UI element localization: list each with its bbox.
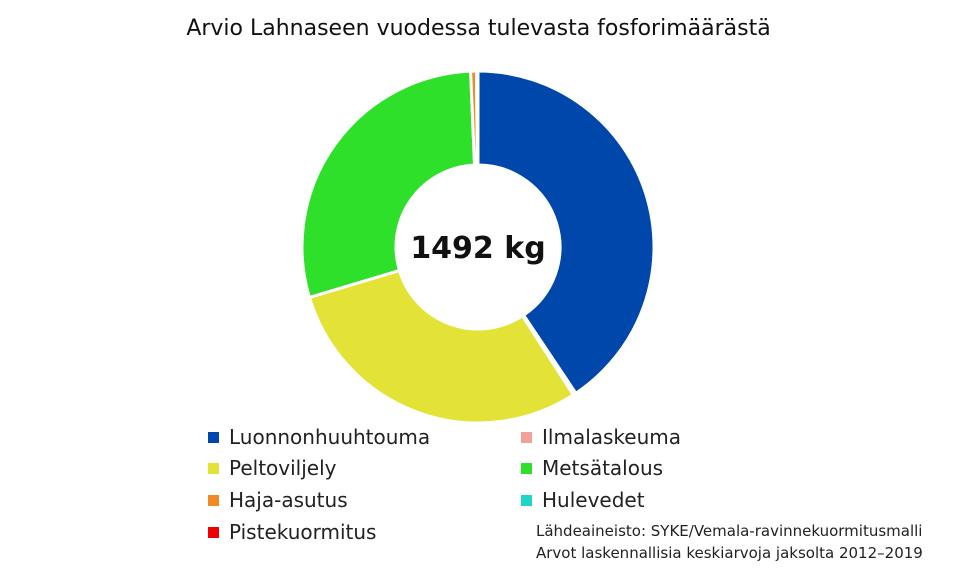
slice-mets-talous: [300, 69, 477, 300]
legend-swatch: [208, 494, 219, 506]
legend-swatch: [521, 494, 532, 506]
source-note: Lähdeaineisto: SYKE/Vemala-ravinnekuormi…: [536, 520, 923, 564]
center-total-label: 1492 kg: [410, 231, 545, 266]
legend-swatch: [208, 526, 219, 538]
legend-swatch: [208, 431, 219, 443]
legend-item-haja-asutus: Haja-asutus: [208, 488, 348, 512]
legend-item-ilmalaskeuma: Ilmalaskeuma: [521, 425, 681, 449]
source-line: Lähdeaineisto: SYKE/Vemala-ravinnekuormi…: [536, 522, 923, 540]
legend-swatch: [521, 462, 532, 474]
legend-item-hulevedet: Hulevedet: [521, 488, 645, 512]
legend-label: Hulevedet: [542, 488, 645, 512]
legend-item-peltoviljely: Peltoviljely: [208, 456, 337, 480]
legend-item-luonnonhuuhtouma: Luonnonhuuhtouma: [208, 425, 430, 449]
chart-title: Arvio Lahnaseen vuodessa tulevasta fosfo…: [186, 16, 771, 41]
legend-item-pistekuormitus: Pistekuormitus: [208, 520, 376, 544]
legend-swatch: [521, 431, 532, 443]
legend-label: Pistekuormitus: [229, 520, 377, 544]
legend-swatch: [208, 462, 219, 474]
slice-peltoviljely: [307, 268, 576, 425]
legend-label: Peltoviljely: [229, 456, 337, 480]
slice-pistekuormitus: [475, 69, 480, 167]
slice-luonnonhuuhtouma: [476, 69, 656, 396]
legend-label: Metsätalous: [542, 456, 664, 480]
legend-label: Luonnonhuuhtouma: [229, 425, 431, 449]
legend-item-metsatalous: Metsätalous: [521, 456, 663, 480]
period-line: Arvot laskennallisia keskiarvoja jaksolt…: [536, 544, 923, 562]
legend-label: Ilmalaskeuma: [542, 425, 682, 449]
legend-label: Haja-asutus: [229, 488, 348, 512]
